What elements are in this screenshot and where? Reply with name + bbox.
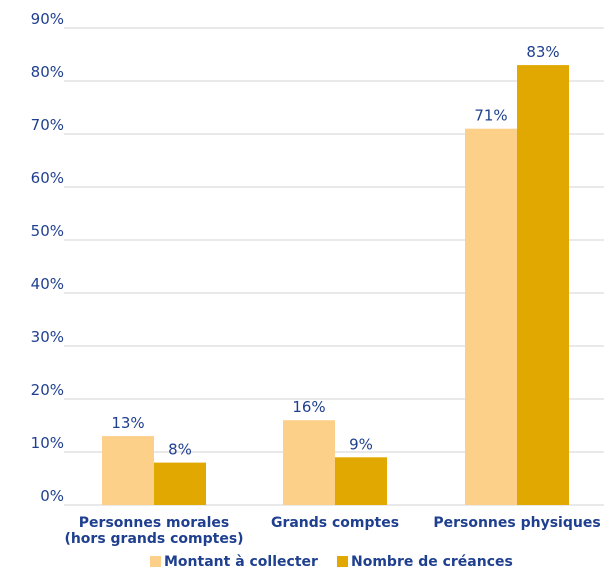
legend: Montant à collecter Nombre de créances xyxy=(150,554,513,570)
x-tick-label: Grands comptes xyxy=(271,515,399,531)
y-tick-label: 50% xyxy=(31,222,64,240)
bar xyxy=(102,436,154,505)
data-label: 83% xyxy=(526,43,559,61)
bar xyxy=(154,462,206,505)
legend-swatch xyxy=(337,556,348,567)
y-tick-label: 90% xyxy=(31,10,64,28)
data-label: 9% xyxy=(349,435,373,453)
y-tick-label: 80% xyxy=(31,63,64,81)
data-label: 16% xyxy=(292,398,325,416)
x-axis: Personnes morales (hors grands comptes) Gr… xyxy=(64,515,600,547)
x-tick-label: Personnes physiques xyxy=(433,515,600,531)
bar xyxy=(517,65,569,505)
y-tick-label: 0% xyxy=(40,487,64,505)
bar xyxy=(335,457,387,505)
y-tick-label: 40% xyxy=(31,275,64,293)
bars xyxy=(102,65,569,505)
y-tick-label: 20% xyxy=(31,381,64,399)
legend-label: Nombre de créances xyxy=(351,554,513,570)
y-tick-label: 60% xyxy=(31,169,64,187)
y-tick-label: 70% xyxy=(31,116,64,134)
y-tick-label: 30% xyxy=(31,328,64,346)
data-label: 8% xyxy=(168,441,192,459)
bar xyxy=(283,420,335,505)
legend-swatch xyxy=(150,556,161,567)
data-label: 71% xyxy=(474,107,507,125)
legend-label: Montant à collecter xyxy=(164,554,318,570)
y-axis: 0% 10% 20% 30% 40% 50% 60% 70% 80% 90% xyxy=(31,10,64,505)
bar xyxy=(465,128,517,505)
data-labels: 13% 16% 71% 8% 9% 83% xyxy=(111,43,559,459)
y-tick-label: 10% xyxy=(31,434,64,452)
x-tick-label: Personnes morales (hors grands comptes) xyxy=(64,515,243,547)
data-label: 13% xyxy=(111,414,144,432)
